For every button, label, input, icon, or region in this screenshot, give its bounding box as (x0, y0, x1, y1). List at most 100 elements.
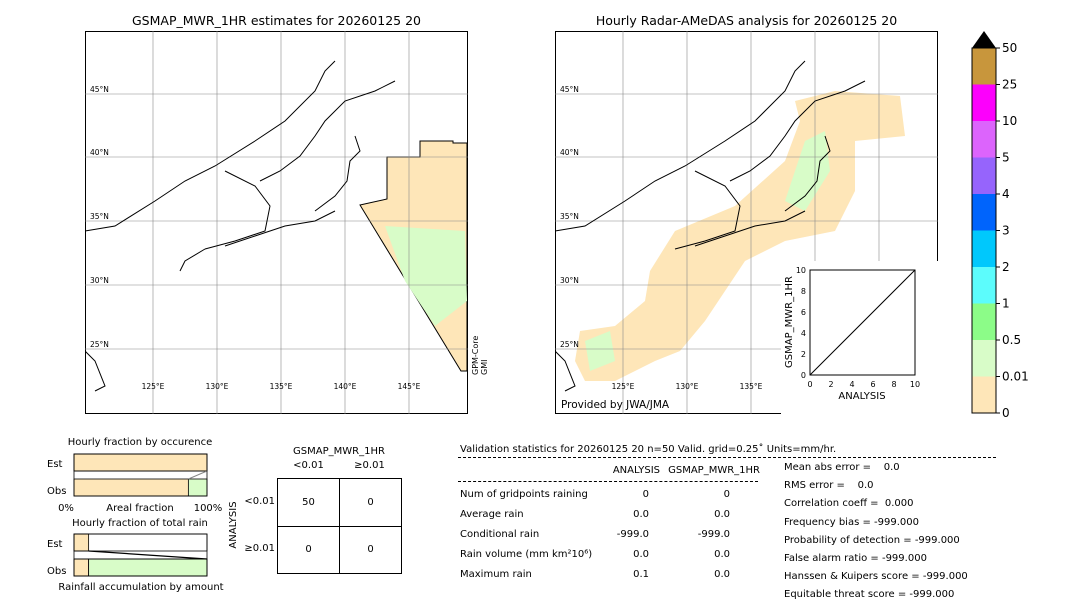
inset-scatter: 00 2 2 4 4 6 6 8 8 10 10 ANALYSIS GSMAP_MWR_1HR (784, 266, 920, 402)
colorbar-label: 5 (1002, 151, 1010, 165)
inset-xtick: 10 (910, 380, 920, 389)
cell: 0 (367, 497, 374, 508)
inset-xtick: 0 (807, 380, 812, 389)
obs-label: Obs (47, 566, 66, 577)
occurrence-chart: Est Obs 0% Areal fraction 100% (47, 453, 223, 514)
lat-label: 40°N (90, 148, 109, 157)
inset-xtick: 2 (828, 380, 833, 389)
stat-analysis: 0.0 (633, 549, 649, 560)
sensor-label: GPM-Core GMI (471, 335, 489, 375)
left-map-rain-area (385, 226, 467, 326)
score: Mean abs error = 0.0 (784, 462, 900, 473)
score: Probability of detection = -999.000 (784, 534, 960, 546)
colorbar-segment (972, 157, 996, 194)
colorbar-segment (972, 84, 996, 121)
colorbar-segment (972, 376, 996, 413)
stat-analysis: -999.0 (616, 529, 649, 540)
xtick-1: 100% (194, 503, 223, 514)
table-title: GSMAP_MWR_1HR (293, 446, 385, 457)
lat-label: 35°N (560, 212, 579, 221)
colorbar-label: 0.5 (1002, 333, 1021, 347)
bar-obs (73, 558, 90, 577)
credit: Provided by JWA/JMA (561, 399, 670, 411)
stat-gsmap: 0.0 (714, 549, 730, 560)
lon-label: 135°E (740, 382, 763, 391)
lat-label: 30°N (560, 276, 579, 285)
left-map: 45°N 40°N 35°N 30°N 25°N 125°E 130°E 135°E 140°E… (85, 31, 468, 414)
inset-ytick: 4 (801, 329, 806, 338)
stat-label: Num of gridpoints raining (460, 489, 588, 500)
contingency-table: 50 0 0 0 (277, 478, 402, 574)
occ-title: Hourly fraction by occurence (67, 437, 213, 448)
colorbar-segment (972, 48, 996, 85)
bar-obs (187, 478, 208, 497)
stat-analysis: 0.1 (633, 569, 649, 580)
colorbar-extend-arrow (972, 31, 996, 48)
col-label-1: ≥0.01 (354, 460, 385, 471)
stats-header: Validation statistics for 20260125 20 n=… (460, 444, 837, 455)
colorbar-label: 0 (1002, 406, 1010, 418)
stat-gsmap: 0.0 (714, 569, 730, 580)
lon-label: 145°E (398, 382, 421, 391)
colorbar-label: 0.01 (1002, 370, 1029, 384)
cell: 50 (302, 497, 315, 508)
stat-label: Conditional rain (460, 529, 540, 540)
stat-analysis: 0.0 (633, 509, 649, 520)
stat-label: Rain volume (mm km²10⁶) (460, 549, 593, 560)
stat-gsmap: -999.0 (697, 529, 730, 540)
colorbar: 0 0.01 0.5 1 2 3 4 5 10 25 50 (971, 31, 1029, 418)
rain-title: Hourly fraction of total rain (72, 518, 208, 529)
inset-xlabel: ANALYSIS (838, 391, 885, 402)
cell: 0 (305, 544, 312, 555)
obs-label: Obs (47, 486, 66, 497)
rain-fraction-chart: Est Obs Rainfall accumulation by amount (47, 533, 224, 593)
colorbar-segment (972, 303, 996, 340)
colorbar-label: 10 (1002, 114, 1017, 128)
colorbar-segment (972, 267, 996, 304)
inset-ytick: 10 (796, 266, 806, 275)
score: RMS error = 0.0 (784, 480, 874, 492)
lat-label: 45°N (560, 85, 579, 94)
inset-xtick: 8 (891, 380, 896, 389)
col-label-0: <0.01 (293, 460, 324, 471)
colorbar-label: 4 (1002, 187, 1010, 201)
inset-ylabel: GSMAP_MWR_1HR (784, 276, 795, 368)
right-map-coastline (555, 60, 866, 392)
occ-xlabel: Areal fraction (106, 503, 173, 514)
left-map-title: GSMAP_MWR_1HR estimates for 20260125 20 (132, 13, 421, 28)
colorbar-label: 1 (1002, 297, 1010, 311)
colorbar-segment (972, 340, 996, 377)
lat-label: 25°N (560, 340, 579, 349)
stat-label: Average rain (460, 509, 524, 520)
bar-est (73, 453, 208, 472)
lat-label: 25°N (90, 340, 109, 349)
stat-label: Maximum rain (460, 569, 532, 580)
left-map-coastline (85, 60, 396, 392)
score: Hanssen & Kuipers score = -999.000 (784, 571, 968, 583)
stat-gsmap: 0 (723, 489, 730, 500)
score: False alarm ratio = -999.000 (784, 553, 927, 564)
colorbar-label: 3 (1002, 224, 1010, 238)
lon-label: 130°E (206, 382, 229, 391)
xtick-0: 0% (58, 503, 74, 514)
colorbar-segment (972, 230, 996, 267)
stat-gsmap: 0.0 (714, 509, 730, 520)
lat-label: 45°N (90, 85, 109, 94)
inset-ytick: 0 (801, 371, 806, 380)
lat-label: 35°N (90, 212, 109, 221)
col-analysis: ANALYSIS (612, 465, 660, 476)
score: Correlation coeff = 0.000 (784, 498, 914, 510)
colorbar-label: 50 (1002, 41, 1017, 55)
bar-est (73, 533, 90, 552)
lat-label: 40°N (560, 148, 579, 157)
colorbar-segment (972, 121, 996, 158)
lon-label: 130°E (676, 382, 699, 391)
right-map-title: Hourly Radar-AMeDAS analysis for 2026012… (595, 13, 898, 28)
cell: 0 (367, 544, 374, 555)
inset-ytick: 2 (801, 350, 806, 359)
lon-label: 125°E (142, 382, 165, 391)
inset-xtick: 4 (849, 380, 854, 389)
inset-xtick: 6 (870, 380, 875, 389)
stat-analysis: 0 (642, 489, 649, 500)
col-gsmap: GSMAP_MWR_1HR (668, 465, 760, 476)
